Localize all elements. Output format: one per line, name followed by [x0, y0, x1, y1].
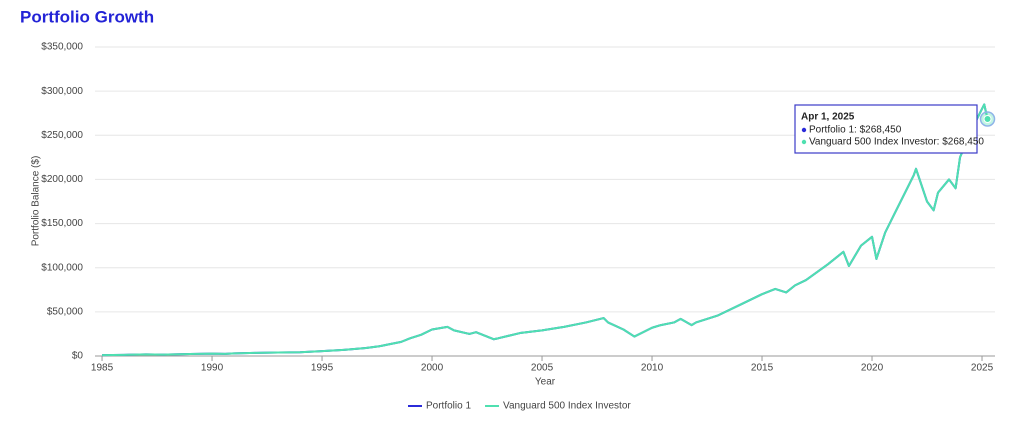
tooltip-line: Portfolio 1: $268,450	[809, 125, 902, 136]
x-tick-label: 2005	[531, 363, 554, 374]
chart-title: Portfolio Growth	[20, 7, 154, 26]
y-tick-label: $0	[72, 351, 84, 362]
legend-label: Portfolio 1	[426, 401, 471, 412]
tooltip-date: Apr 1, 2025	[801, 112, 855, 123]
tooltip-box	[794, 104, 978, 154]
tooltip-swatch	[801, 139, 807, 145]
y-tick-label: $50,000	[47, 306, 84, 317]
x-tick-label: 2000	[421, 363, 444, 374]
x-tick-label: 2010	[641, 363, 664, 374]
x-tick-label: 2025	[971, 363, 994, 374]
tooltip-swatch	[801, 127, 807, 133]
y-tick-label: $200,000	[41, 174, 83, 185]
y-tick-label: $250,000	[41, 130, 83, 141]
series-line	[102, 103, 989, 357]
x-tick-label: 2015	[751, 363, 774, 374]
x-tick-label: 1985	[91, 363, 114, 374]
x-tick-label: 2020	[861, 363, 884, 374]
y-tick-label: $350,000	[41, 42, 83, 53]
y-tick-label: $100,000	[41, 262, 83, 273]
hover-dot	[983, 114, 992, 123]
legend-label: Vanguard 500 Index Investor	[503, 401, 631, 412]
y-axis-label: Portfolio Balance ($)	[31, 156, 42, 247]
tooltip: Apr 1, 2025 Portfolio 1: $268,450Vanguard…	[794, 104, 984, 154]
tooltip-line: Vanguard 500 Index Investor: $268,450	[809, 137, 984, 148]
y-tick-label: $150,000	[41, 218, 83, 229]
x-axis-label: Year	[535, 377, 556, 388]
x-tick-label: 1995	[311, 363, 334, 374]
x-tick-label: 1990	[201, 363, 224, 374]
y-tick-label: $300,000	[41, 86, 83, 97]
